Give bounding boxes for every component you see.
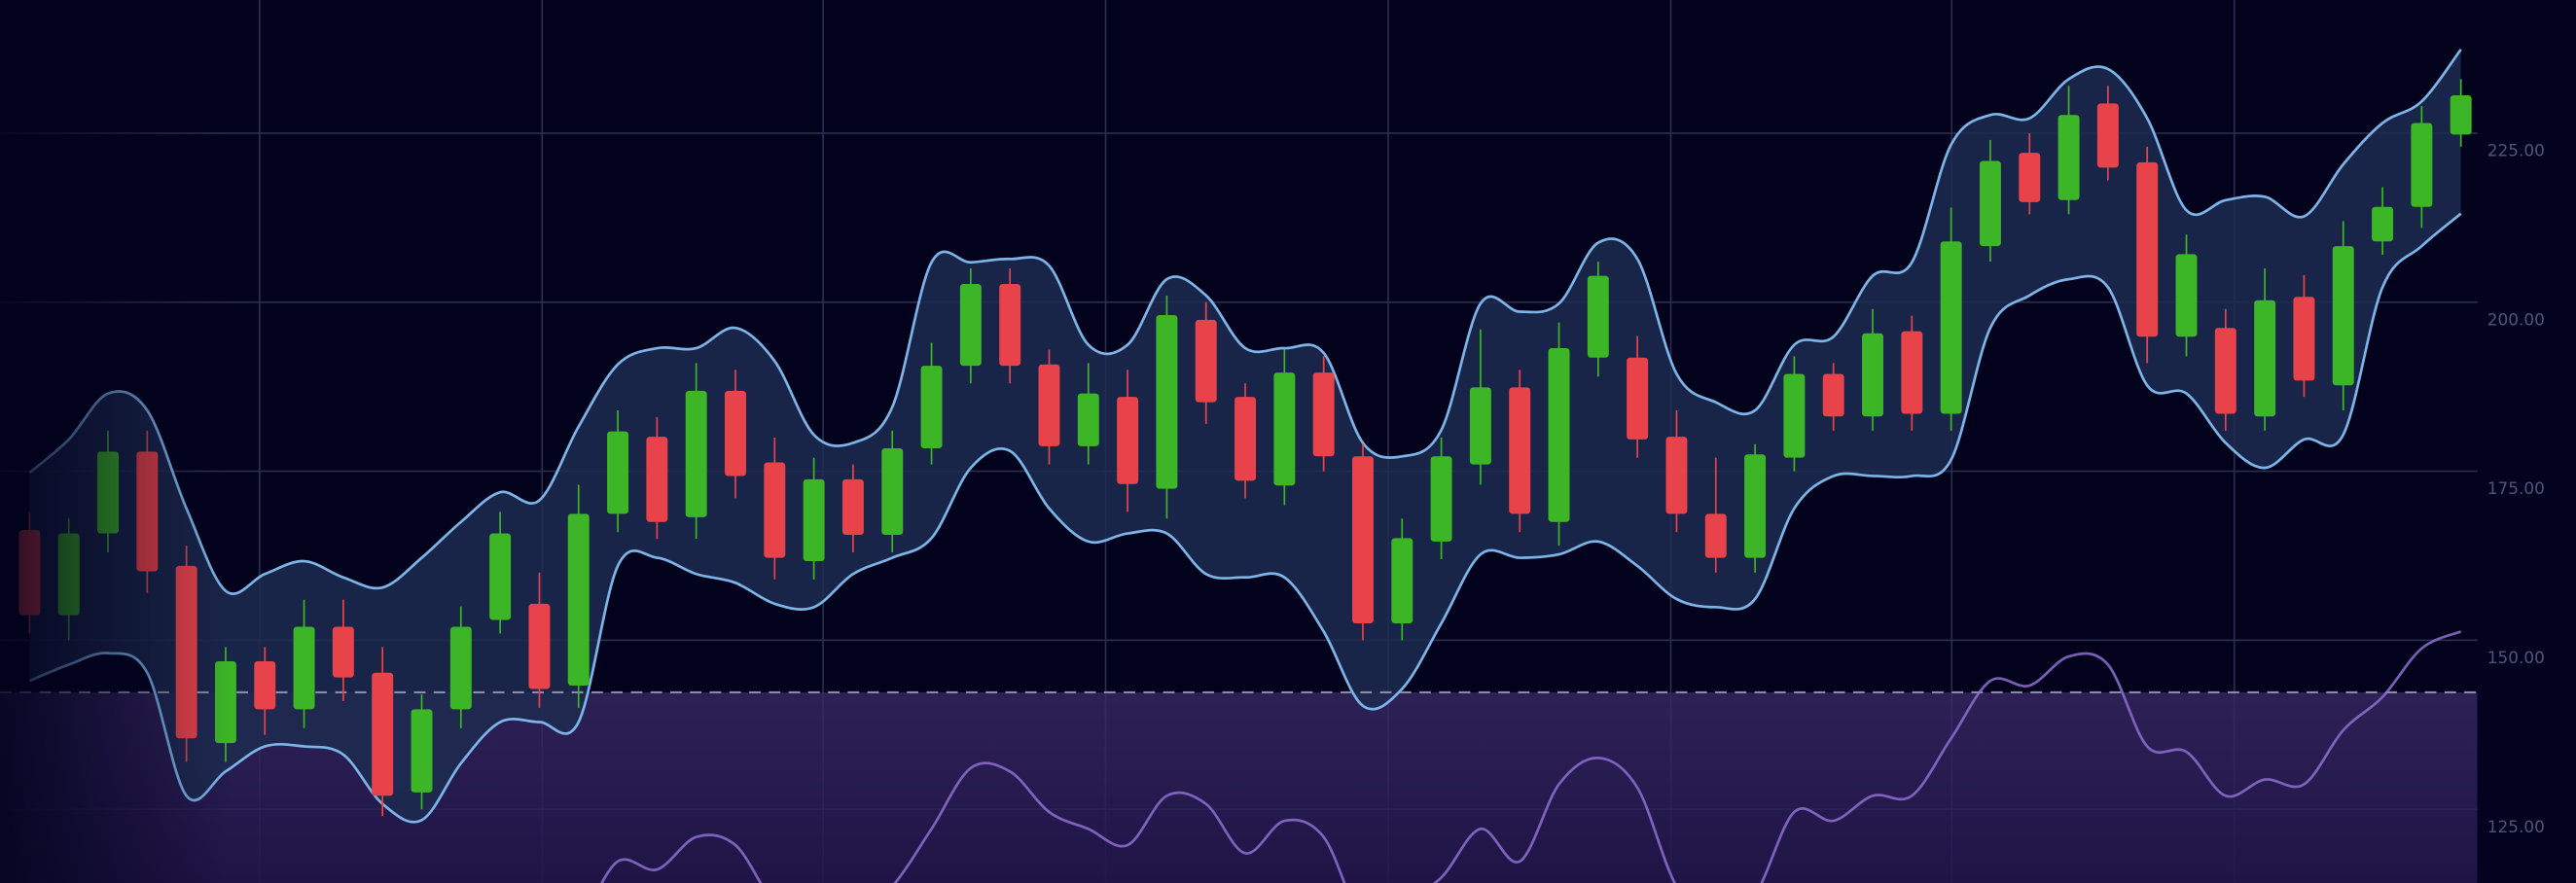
candle-body (1509, 387, 1531, 514)
y-axis: 225.00 200.00 175.00 150.00 125.00 (2487, 141, 2545, 836)
candle-body (1665, 437, 1688, 514)
candle-body (2254, 300, 2276, 417)
axis-strip (2477, 0, 2576, 883)
candle-body (1704, 513, 1727, 558)
candle-body (1273, 372, 1296, 486)
candle-body (1156, 314, 1178, 489)
candle-body (1430, 456, 1452, 542)
candle-body (1312, 372, 1335, 457)
candle-body (489, 533, 512, 620)
candle-body (372, 672, 394, 796)
candle-body (2136, 161, 2159, 337)
candle-body (764, 462, 786, 558)
lower-band (28, 212, 2462, 824)
candle-body (999, 284, 1021, 367)
candle-body (685, 390, 707, 517)
y-tick-label: 175.00 (2487, 478, 2545, 498)
candle-body (2096, 103, 2119, 168)
candle-body (1391, 538, 1413, 624)
candle-body (841, 478, 864, 535)
candle-body (1979, 160, 2001, 247)
candle-body (332, 626, 354, 678)
candle-body (1195, 319, 1217, 403)
upper-band (28, 48, 2462, 595)
candle-body (1822, 373, 1844, 417)
candle-body (2411, 123, 2433, 207)
candle-body (959, 284, 982, 367)
left-fade (0, 0, 231, 883)
candle-body (2293, 297, 2315, 381)
candle-body (725, 390, 746, 477)
candle-body (1117, 397, 1139, 484)
candle-body (1587, 275, 1609, 358)
candle-body (2214, 328, 2236, 414)
candle-body (449, 626, 472, 710)
candle-body (1783, 373, 1806, 458)
candle-body (1077, 393, 1099, 446)
candle-body (1862, 333, 1883, 417)
candle-body (881, 447, 904, 535)
candle-body (1234, 397, 1257, 481)
candle-body (1548, 348, 1570, 522)
candle-body (2372, 206, 2394, 242)
candle-body (607, 431, 629, 514)
y-tick-label: 225.00 (2487, 141, 2545, 160)
candle-body (293, 626, 315, 710)
candle-body (1038, 364, 1060, 446)
candle-body (567, 513, 590, 686)
candle-body (803, 478, 825, 562)
candle-body (1901, 331, 1923, 414)
candle-body (920, 366, 943, 448)
candle-body (1351, 456, 1374, 624)
candle-body (2019, 153, 2041, 202)
candle-body (1744, 454, 1767, 558)
candle-body (528, 603, 551, 689)
candle-body (1469, 387, 1491, 465)
candle-body (2450, 95, 2472, 135)
plot (0, 0, 2478, 883)
candle-body (2057, 115, 2080, 200)
y-tick-label: 125.00 (2487, 817, 2545, 836)
indicator-line (600, 630, 2462, 883)
candle-body (2175, 254, 2198, 337)
y-tick-label: 150.00 (2487, 648, 2545, 667)
y-tick-label: 200.00 (2487, 309, 2545, 329)
candle-body (1940, 241, 1962, 414)
candle-body (254, 660, 276, 710)
candle-body (646, 437, 668, 522)
candle-body (1627, 357, 1649, 440)
candle-body (2332, 246, 2354, 386)
candle-body (411, 709, 433, 793)
